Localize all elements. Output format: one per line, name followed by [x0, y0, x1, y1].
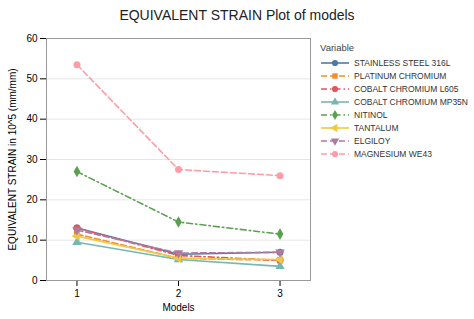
- html-text:MAGNESIUM WE43: MAGNESIUM WE43: [354, 148, 432, 159]
- svg-text:1: 1: [74, 288, 80, 299]
- svg-text:EQUIVALENT STRAIN in 10^5 (mm/: EQUIVALENT STRAIN in 10^5 (mm/mm): [7, 68, 18, 250]
- html-text:COBALT CHROMIUM MP35N: COBALT CHROMIUM MP35N: [354, 96, 468, 107]
- svg-text:2: 2: [176, 288, 182, 299]
- svg-text:60: 60: [26, 33, 38, 44]
- html-text:PLATINUM CHROMIUM: PLATINUM CHROMIUM: [354, 70, 447, 81]
- html-text:STAINLESS STEEL 316L: STAINLESS STEEL 316L: [354, 57, 451, 68]
- svg-text:40: 40: [26, 113, 38, 124]
- html-text:Variable: Variable: [320, 42, 355, 53]
- svg-text:10: 10: [26, 234, 38, 245]
- html-text:EQUIVALENT STRAIN Plot of mode: EQUIVALENT STRAIN Plot of models: [119, 7, 355, 23]
- html-text:NITINOL: NITINOL: [354, 109, 388, 120]
- svg-text:50: 50: [26, 73, 38, 84]
- html-text:ELGILOY: ELGILOY: [354, 135, 391, 146]
- svg-text:20: 20: [26, 194, 38, 205]
- svg-text:30: 30: [26, 154, 38, 165]
- html-text:COBALT CHROMIUM L605: COBALT CHROMIUM L605: [354, 83, 459, 94]
- svg-text:0: 0: [32, 275, 38, 286]
- svg-text:Models: Models: [162, 302, 194, 313]
- html-text:TANTALUM: TANTALUM: [354, 122, 399, 133]
- svg-text:3: 3: [277, 288, 283, 299]
